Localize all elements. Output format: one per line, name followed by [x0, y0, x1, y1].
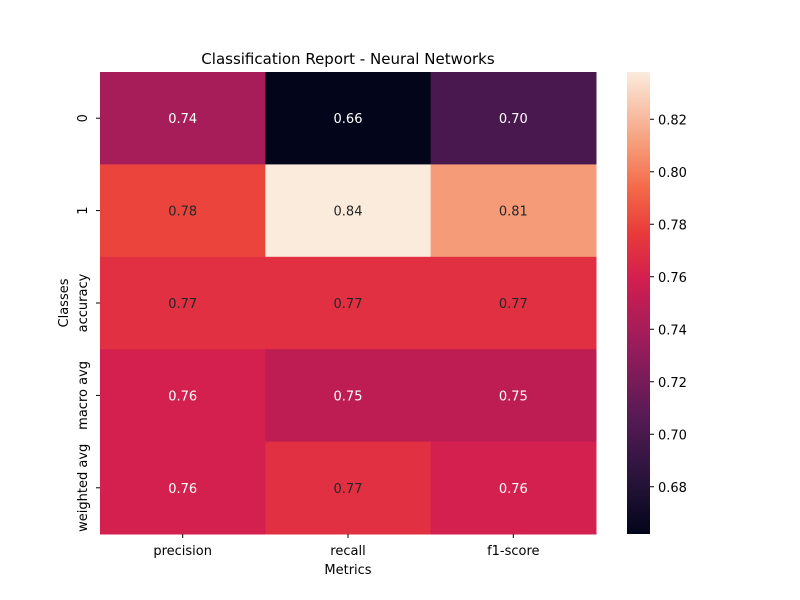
cell-label-1-0: 0.78: [168, 205, 197, 220]
heatmap-cell-2-2: [430, 256, 597, 350]
colorbar: 0.68 0.70 0.72 0.74 0.76 0.78 0.80 0.82: [627, 72, 687, 534]
cell-label-4-2: 0.76: [499, 482, 528, 497]
cell-label-0-1: 0.66: [334, 112, 363, 127]
cell-label-3-1: 0.75: [334, 389, 363, 404]
y-axis-label: Classes: [57, 278, 72, 327]
colorbar-tick-label: 0.78: [658, 218, 687, 233]
cell-label-2-2: 0.77: [499, 297, 528, 312]
y-tick-label: 1: [76, 206, 91, 214]
y-tick-label: 0: [76, 114, 91, 122]
y-tick-label: accuracy: [76, 273, 91, 332]
x-axis-label: Metrics: [324, 563, 371, 578]
cell-label-1-2: 0.81: [499, 205, 528, 220]
colorbar-tick-label: 0.82: [658, 113, 687, 128]
heatmap-cell-3-2: [430, 349, 597, 443]
heatmap-cell-4-0: [100, 441, 266, 535]
x-axis-ticks: precision recall f1-score: [153, 534, 540, 559]
x-tick-label: precision: [153, 544, 212, 559]
heatmap-cells: 0.74 0.66 0.70 0.78 0.84 0.81 0.77 0.77 0.77 0.76…: [100, 72, 597, 535]
cell-label-4-1: 0.77: [334, 482, 363, 497]
cell-label-3-2: 0.75: [499, 389, 528, 404]
heatmap-cell-2-0: [100, 256, 266, 350]
cell-label-4-0: 0.76: [168, 482, 197, 497]
heatmap-cell-0-0: [100, 72, 266, 165]
heatmap-cell-4-1: [265, 441, 432, 535]
heatmap-cell-1-0: [100, 164, 266, 258]
heatmap-cell-3-0: [100, 349, 266, 443]
cell-label-3-0: 0.76: [168, 389, 197, 404]
heatmap-cell-0-2: [430, 72, 597, 165]
y-axis-ticks: 0 1 accuracy macro avg weighted avg: [76, 114, 100, 532]
heatmap-cell-3-1: [265, 349, 432, 443]
colorbar-tick-label: 0.68: [658, 481, 687, 496]
heatmap-cell-1-1: [265, 164, 432, 258]
colorbar-tick-label: 0.72: [658, 376, 687, 391]
y-tick-label: weighted avg: [76, 444, 91, 532]
heatmap-cell-1-2: [430, 164, 597, 258]
cell-label-0-0: 0.74: [168, 112, 197, 127]
cell-label-1-1: 0.84: [334, 205, 363, 220]
colorbar-tick-label: 0.80: [658, 166, 687, 181]
x-tick-label: recall: [330, 544, 365, 559]
colorbar-tick-label: 0.76: [658, 271, 687, 286]
colorbar-tick-label: 0.70: [658, 428, 687, 443]
cell-label-2-1: 0.77: [334, 297, 363, 312]
x-tick-label: f1-score: [487, 544, 539, 559]
cell-label-0-2: 0.70: [499, 112, 528, 127]
y-tick-label: macro avg: [76, 361, 91, 430]
heatmap-cell-2-1: [265, 256, 432, 350]
chart-title: Classification Report - Neural Networks: [201, 50, 495, 68]
heatmap-cell-0-1: [265, 72, 432, 165]
heatmap-cell-4-2: [430, 441, 597, 535]
cell-label-2-0: 0.77: [168, 297, 197, 312]
colorbar-tick-label: 0.74: [658, 323, 687, 338]
colorbar-gradient: [627, 72, 650, 534]
